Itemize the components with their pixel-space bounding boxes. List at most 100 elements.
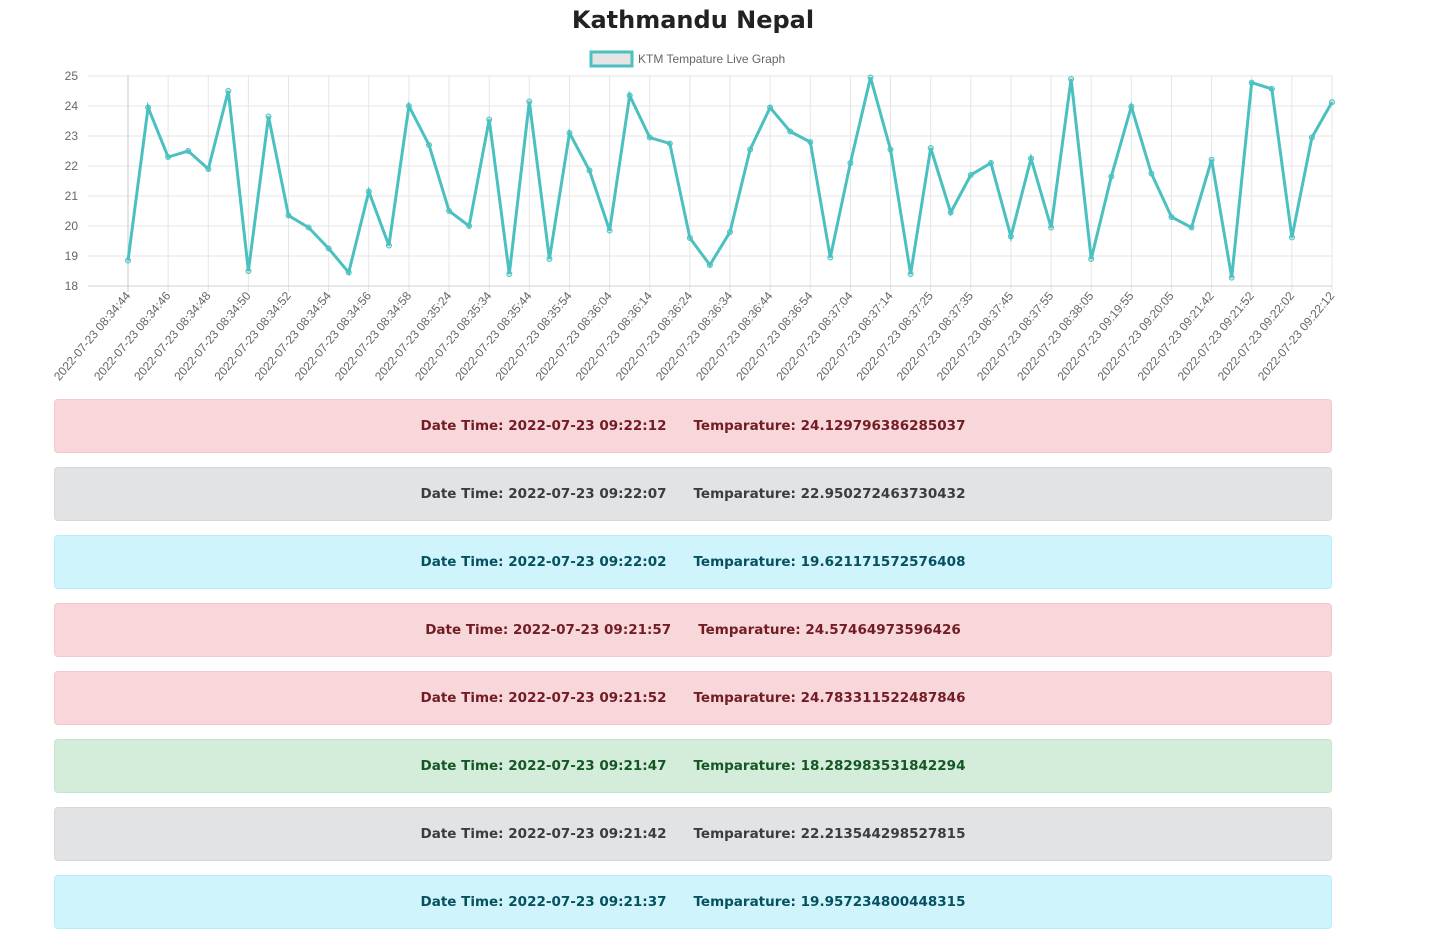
y-tick-label: 18 — [65, 279, 79, 293]
y-tick-label: 24 — [65, 99, 79, 113]
x-tick-label: 2022-07-23 08:34:56 — [292, 289, 375, 384]
data-point — [706, 262, 713, 268]
data-point — [466, 223, 473, 229]
data-point — [526, 98, 533, 105]
x-tick-label: 2022-07-23 08:38:05 — [1014, 289, 1097, 384]
data-point — [546, 256, 553, 262]
y-tick-label: 19 — [65, 249, 79, 263]
reading-alert: Date Time: 2022-07-23 09:21:57 Temparatur… — [54, 603, 1332, 657]
x-tick-label: 2022-07-23 08:35:44 — [452, 289, 535, 384]
reading-temperature: Temparature: 24.783311522487846 — [693, 690, 966, 706]
x-tick-label: 2022-07-23 08:36:44 — [693, 289, 776, 384]
reading-alert: Date Time: 2022-07-23 09:21:52 Temparatur… — [54, 671, 1332, 725]
x-tick-label: 2022-07-23 08:36:14 — [573, 289, 656, 384]
reading-alert: Date Time: 2022-07-23 09:22:07 Temparatur… — [54, 467, 1332, 521]
data-point — [1148, 170, 1155, 177]
x-tick-label: 2022-07-23 08:36:54 — [733, 289, 816, 384]
data-point — [807, 139, 814, 145]
data-point — [1048, 224, 1055, 231]
x-tick-label: 2022-07-23 08:34:44 — [51, 289, 134, 384]
data-point — [927, 145, 934, 151]
data-point — [165, 154, 172, 160]
reading-datetime: Date Time: 2022-07-23 09:21:37 — [420, 894, 667, 910]
data-point — [1228, 274, 1235, 281]
data-point — [566, 130, 573, 136]
data-point — [987, 160, 994, 166]
data-point — [666, 140, 673, 147]
data-point — [205, 166, 212, 172]
data-point — [1128, 103, 1135, 110]
chart-grid — [88, 75, 1333, 292]
data-point — [325, 245, 332, 252]
data-point — [1248, 79, 1255, 86]
data-point — [747, 146, 754, 153]
reading-temperature: Temparature: 24.57464973596426 — [698, 622, 961, 638]
reading-temperature: Temparature: 22.950272463730432 — [693, 486, 966, 502]
data-point — [586, 167, 593, 174]
data-point — [887, 146, 894, 153]
x-tick-label: 2022-07-23 08:35:24 — [372, 289, 455, 384]
y-tick-label: 22 — [65, 159, 79, 173]
data-point — [1168, 214, 1175, 220]
data-point — [1308, 134, 1315, 141]
reading-alert: Date Time: 2022-07-23 09:21:37 Temparatur… — [54, 875, 1332, 929]
chart-series — [125, 74, 1335, 281]
data-point — [767, 104, 774, 111]
data-point — [125, 257, 131, 264]
data-point — [1028, 155, 1034, 162]
data-point — [305, 224, 312, 231]
reading-datetime: Date Time: 2022-07-23 09:22:02 — [420, 554, 667, 570]
data-point — [1068, 76, 1075, 82]
x-tick-label: 2022-07-23 08:35:34 — [412, 289, 495, 384]
reading-temperature: Temparature: 24.129796386285037 — [693, 418, 966, 434]
x-tick-label: 2022-07-23 08:34:58 — [332, 289, 415, 384]
data-point — [626, 92, 633, 99]
data-point — [827, 254, 834, 261]
y-tick-label: 20 — [65, 219, 79, 233]
data-point — [1088, 256, 1095, 262]
y-tick-label: 23 — [65, 129, 79, 143]
y-tick-label: 25 — [65, 69, 79, 83]
data-point — [265, 113, 272, 120]
data-point — [1329, 99, 1335, 106]
data-point — [285, 212, 292, 219]
y-tick-label: 21 — [65, 189, 79, 203]
x-tick-label: 2022-07-23 09:22:12 — [1255, 289, 1338, 384]
readings-list: Date Time: 2022-07-23 09:22:12 Temparatur… — [54, 399, 1332, 943]
data-point — [907, 271, 914, 277]
reading-alert: Date Time: 2022-07-23 09:22:12 Temparatur… — [54, 399, 1332, 453]
reading-temperature: Temparature: 22.213544298527815 — [693, 826, 966, 842]
x-tick-label: 2022-07-23 08:37:45 — [934, 289, 1017, 384]
x-tick-label: 2022-07-23 08:34:54 — [252, 289, 335, 384]
data-point — [967, 172, 974, 178]
x-tick-label: 2022-07-23 08:34:48 — [131, 289, 214, 384]
reading-datetime: Date Time: 2022-07-23 09:22:12 — [420, 418, 667, 434]
data-point — [847, 160, 854, 166]
data-point — [646, 134, 653, 141]
data-point — [606, 227, 613, 234]
data-point — [1268, 85, 1275, 92]
x-tick-label: 2022-07-23 08:37:04 — [773, 289, 856, 384]
data-point — [245, 268, 252, 274]
data-point — [1208, 156, 1215, 163]
x-tick-label: 2022-07-23 08:36:24 — [613, 289, 696, 384]
reading-datetime: Date Time: 2022-07-23 09:21:57 — [425, 622, 672, 638]
data-point — [506, 271, 513, 277]
page-title: Kathmandu Nepal — [571, 6, 815, 34]
reading-datetime: Date Time: 2022-07-23 09:21:52 — [420, 690, 667, 706]
x-tick-label: 2022-07-23 08:34:46 — [91, 289, 174, 384]
data-point — [145, 104, 152, 111]
x-tick-label: 2022-07-23 08:37:14 — [813, 289, 896, 384]
data-point — [365, 188, 372, 195]
legend-swatch — [589, 50, 634, 68]
x-tick-label: 2022-07-23 08:34:52 — [211, 289, 294, 384]
x-tick-label: 2022-07-23 08:36:04 — [533, 289, 616, 384]
chart-legend[interactable]: KTM Tempature Live Graph — [589, 50, 785, 68]
x-tick-label: 2022-07-23 09:22:02 — [1215, 289, 1298, 384]
reading-alert: Date Time: 2022-07-23 09:21:42 Temparatur… — [54, 807, 1332, 861]
data-point — [947, 209, 954, 216]
x-tick-label: 2022-07-23 08:37:25 — [854, 289, 937, 384]
data-point — [686, 235, 693, 241]
data-point — [867, 74, 874, 81]
